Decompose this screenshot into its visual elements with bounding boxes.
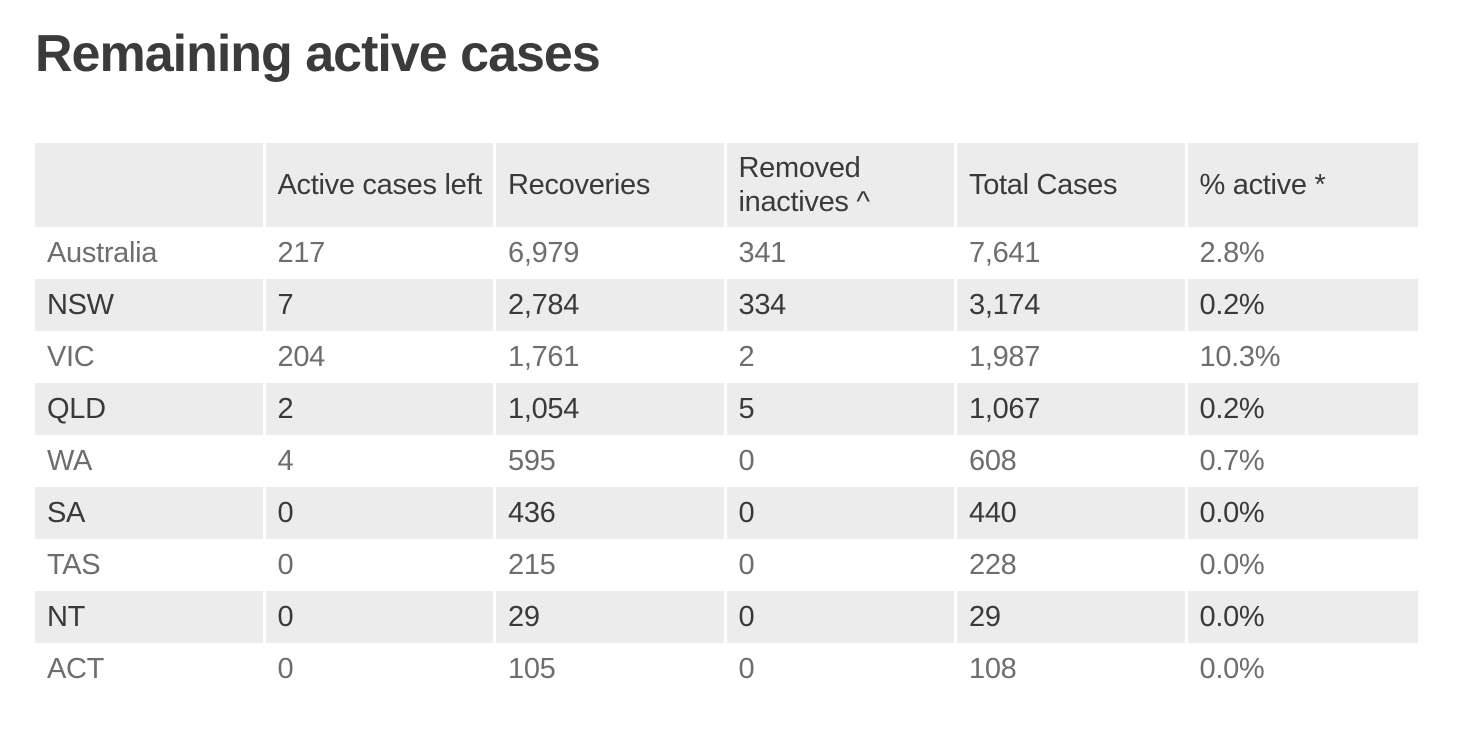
value-cell: 29 [957,591,1188,643]
value-cell: 217 [265,227,496,279]
region-cell: WA [35,435,266,487]
value-cell: 0 [726,591,957,643]
value-cell: 6,979 [496,227,727,279]
value-cell: 0 [726,435,957,487]
value-cell: 608 [957,435,1188,487]
value-cell: 0.2% [1187,383,1418,435]
value-cell: 0 [726,539,957,591]
value-cell: 341 [726,227,957,279]
page: Remaining active cases Active cases left… [35,25,1418,695]
value-cell: 29 [496,591,727,643]
value-cell: 108 [957,643,1188,695]
value-cell: 595 [496,435,727,487]
table-row: WA 4 595 0 608 0.7% [35,435,1418,487]
value-cell: 0 [265,643,496,695]
value-cell: 2 [726,331,957,383]
value-cell: 1,987 [957,331,1188,383]
value-cell: 0 [265,487,496,539]
value-cell: 215 [496,539,727,591]
region-cell: TAS [35,539,266,591]
value-cell: 440 [957,487,1188,539]
region-cell: NT [35,591,266,643]
table-row: NSW 7 2,784 334 3,174 0.2% [35,279,1418,331]
header-cell: Removed inactives ^ [726,143,957,227]
value-cell: 228 [957,539,1188,591]
value-cell: 0 [265,591,496,643]
value-cell: 436 [496,487,727,539]
table-row: TAS 0 215 0 228 0.0% [35,539,1418,591]
page-title: Remaining active cases [35,25,601,83]
value-cell: 0.0% [1187,539,1418,591]
cases-table: Active cases left Recoveries Removed inact… [35,143,1418,695]
table-header: Active cases left Recoveries Removed inact… [35,143,1418,227]
header-row: Active cases left Recoveries Removed inact… [35,143,1418,227]
value-cell: 10.3% [1187,331,1418,383]
value-cell: 0.0% [1187,643,1418,695]
value-cell: 4 [265,435,496,487]
region-cell: NSW [35,279,266,331]
header-cell: % active * [1187,143,1418,227]
value-cell: 1,054 [496,383,727,435]
region-cell: SA [35,487,266,539]
value-cell: 0.0% [1187,591,1418,643]
value-cell: 2.8% [1187,227,1418,279]
table-row: NT 0 29 0 29 0.0% [35,591,1418,643]
table-body: Australia 217 6,979 341 7,641 2.8% NSW 7 2,784 33… [35,227,1418,695]
value-cell: 0.0% [1187,487,1418,539]
value-cell: 7 [265,279,496,331]
value-cell: 2,784 [496,279,727,331]
value-cell: 0 [726,487,957,539]
value-cell: 2 [265,383,496,435]
value-cell: 7,641 [957,227,1188,279]
table-row: VIC 204 1,761 2 1,987 10.3% [35,331,1418,383]
value-cell: 3,174 [957,279,1188,331]
value-cell: 0 [726,643,957,695]
table-row: ACT 0 105 0 108 0.0% [35,643,1418,695]
region-cell: ACT [35,643,266,695]
value-cell: 0.7% [1187,435,1418,487]
header-cell: Active cases left [265,143,496,227]
value-cell: 0 [265,539,496,591]
header-cell: Recoveries [496,143,727,227]
region-cell: VIC [35,331,266,383]
header-cell: Total Cases [957,143,1188,227]
value-cell: 105 [496,643,727,695]
header-cell-empty [35,143,266,227]
table-row: QLD 2 1,054 5 1,067 0.2% [35,383,1418,435]
region-cell: QLD [35,383,266,435]
value-cell: 5 [726,383,957,435]
value-cell: 1,761 [496,331,727,383]
region-cell: Australia [35,227,266,279]
value-cell: 1,067 [957,383,1188,435]
table-row: Australia 217 6,979 341 7,641 2.8% [35,227,1418,279]
value-cell: 0.2% [1187,279,1418,331]
table-row: SA 0 436 0 440 0.0% [35,487,1418,539]
value-cell: 204 [265,331,496,383]
value-cell: 334 [726,279,957,331]
